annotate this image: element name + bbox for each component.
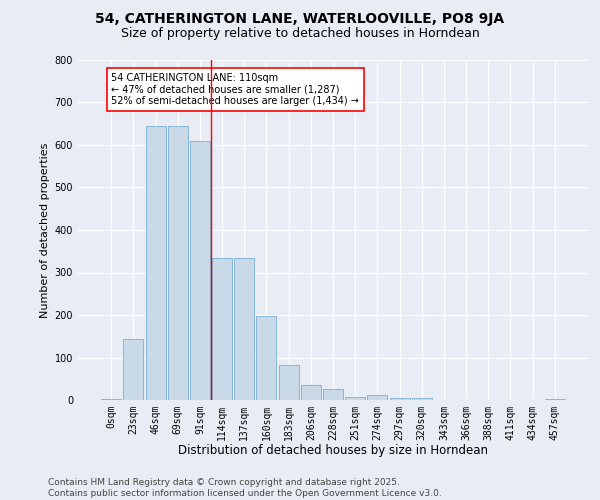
Bar [146, 126, 166, 400]
Text: 54 CATHERINGTON LANE: 110sqm
← 47% of detached houses are smaller (1,287)
52% of: 54 CATHERINGTON LANE: 110sqm ← 47% of de… [112, 72, 359, 106]
Bar [412, 398, 432, 400]
Text: 54, CATHERINGTON LANE, WATERLOOVILLE, PO8 9JA: 54, CATHERINGTON LANE, WATERLOOVILLE, PO… [95, 12, 505, 26]
Bar [168, 126, 188, 400]
Text: Contains HM Land Registry data © Crown copyright and database right 2025.
Contai: Contains HM Land Registry data © Crown c… [48, 478, 442, 498]
Bar [389, 398, 410, 400]
Bar [367, 395, 388, 400]
Bar [301, 385, 321, 400]
Y-axis label: Number of detached properties: Number of detached properties [40, 142, 50, 318]
Bar [212, 258, 232, 400]
Text: Size of property relative to detached houses in Horndean: Size of property relative to detached ho… [121, 28, 479, 40]
X-axis label: Distribution of detached houses by size in Horndean: Distribution of detached houses by size … [178, 444, 488, 458]
Bar [190, 140, 210, 400]
Bar [256, 316, 277, 400]
Bar [124, 339, 143, 400]
Bar [545, 398, 565, 400]
Bar [323, 390, 343, 400]
Bar [101, 399, 121, 400]
Bar [234, 258, 254, 400]
Bar [278, 364, 299, 400]
Bar [345, 396, 365, 400]
